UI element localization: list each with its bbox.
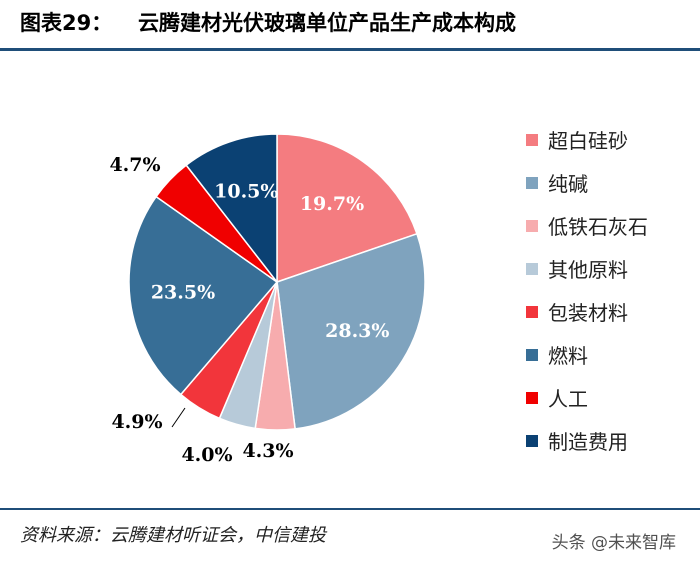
legend-swatch — [526, 262, 538, 275]
legend-item: 低铁石灰石 — [526, 204, 648, 247]
legend-label: 其他原料 — [548, 258, 628, 282]
legend-item: 人工 — [526, 376, 648, 419]
legend-swatch — [526, 219, 538, 232]
legend-swatch — [526, 434, 538, 447]
figure-label: 图表29： — [20, 11, 113, 35]
slice-value-label: 10.5% — [214, 180, 278, 202]
slice-value-label: 23.5% — [151, 282, 215, 304]
legend-item: 制造费用 — [526, 419, 648, 462]
pie-slice-8 — [185, 133, 278, 285]
legend-swatch — [526, 176, 538, 189]
figure-title: 图表29： 云腾建材光伏玻璃单位产品生产成本构成 — [20, 6, 516, 40]
bottom-divider — [0, 508, 700, 510]
chart-title: 云腾建材光伏玻璃单位产品生产成本构成 — [138, 11, 516, 35]
legend-swatch — [526, 391, 538, 404]
slice-value-label: 4.9% — [111, 411, 162, 433]
legend-swatch — [526, 305, 538, 318]
legend-item: 包装材料 — [526, 290, 648, 333]
legend-item: 超白硅砂 — [526, 118, 648, 161]
legend-label: 制造费用 — [548, 430, 628, 454]
legend-label: 人工 — [548, 387, 588, 411]
legend-swatch — [526, 133, 538, 146]
slice-value-label: 4.7% — [109, 154, 160, 176]
watermark: 头条 @未来智库 — [551, 533, 676, 553]
legend-label: 纯碱 — [548, 172, 588, 196]
legend-item: 纯碱 — [526, 161, 648, 204]
legend-swatch — [526, 348, 538, 361]
legend-label: 燃料 — [548, 344, 588, 368]
pie-slice-6 — [128, 195, 279, 396]
slice-value-label: 19.7% — [300, 193, 364, 215]
legend-label: 低铁石灰石 — [548, 215, 648, 239]
leader-line — [171, 407, 186, 428]
pie-slice-1 — [276, 133, 418, 284]
chart-legend: 超白硅砂纯碱低铁石灰石其他原料包装材料燃料人工制造费用 — [526, 118, 648, 462]
legend-item: 其他原料 — [526, 247, 648, 290]
slice-value-label: 4.3% — [242, 440, 293, 462]
legend-label: 超白硅砂 — [548, 129, 628, 153]
source-note: 资料来源：云腾建材听证会，中信建投 — [20, 525, 326, 546]
slice-value-label: 4.0% — [181, 444, 232, 466]
slice-value-label: 28.3% — [325, 320, 389, 342]
legend-item: 燃料 — [526, 333, 648, 376]
legend-label: 包装材料 — [548, 301, 628, 325]
pie-slice-2 — [276, 232, 426, 430]
top-divider — [0, 48, 700, 51]
